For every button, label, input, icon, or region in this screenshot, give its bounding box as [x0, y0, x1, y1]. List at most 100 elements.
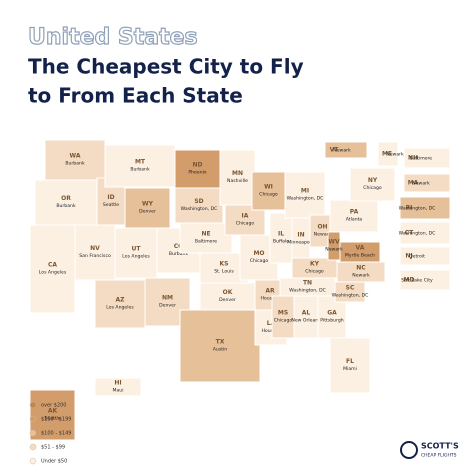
state-abbr: AR [265, 288, 275, 295]
state-abbr: IA [242, 213, 249, 220]
state [179, 222, 233, 254]
state-abbr: SD [194, 198, 203, 205]
state-abbr: IL [278, 231, 284, 238]
state-city: Baltimore [410, 156, 432, 162]
state-city: New Orleans [291, 318, 321, 324]
state-abbr: AK [48, 408, 58, 415]
state-city: St. Louis [214, 269, 234, 275]
state [44, 139, 106, 181]
state-abbr: NM [162, 295, 173, 302]
state-city: San Francisco [79, 253, 111, 259]
state-city: Washington, DC [287, 196, 324, 202]
state-abbr: NH [408, 155, 418, 162]
state-abbr: AZ [116, 297, 126, 304]
state-city: Pittsburgh [320, 318, 343, 324]
state-abbr: HI [114, 380, 121, 387]
state-abbr: NE [201, 231, 210, 238]
state [74, 224, 116, 281]
state-city: Los Angeles [122, 254, 150, 260]
state-city: Chicago [274, 318, 293, 324]
state [114, 227, 158, 279]
state-abbr: RI [406, 205, 413, 212]
logo-tagline: CHEAP FLIGHTS [421, 453, 457, 459]
legend-swatch [29, 401, 37, 409]
legend: over $200 $150 - $199 $100 - $149 $51 - $99… [29, 401, 71, 465]
state-city: Burbank [130, 167, 150, 173]
state [317, 295, 347, 339]
state-city: Chicago [250, 258, 269, 264]
state [29, 224, 76, 314]
state-abbr: MS [278, 310, 288, 317]
state-city: Minneapolis [287, 240, 315, 246]
state-abbr: ND [192, 162, 202, 169]
state-abbr: OK [223, 289, 233, 296]
state-abbr: LA [267, 320, 276, 327]
state-city: Newark [352, 273, 370, 279]
state-city: Seattle [103, 202, 119, 208]
state-abbr: VT [330, 147, 340, 154]
state-city: Chicago [305, 269, 324, 275]
state-city: Burbank [56, 203, 76, 209]
callout-box [324, 141, 368, 159]
state [269, 212, 293, 264]
state-city: Washington, DC [181, 206, 218, 212]
state-city: Burbank [169, 251, 189, 257]
state [179, 309, 261, 383]
state-city: Denver [219, 297, 236, 303]
state-city: Atlanta [346, 217, 363, 223]
title-line: to From Each State [28, 84, 243, 108]
state-abbr: NV [90, 245, 100, 252]
state-city: Denver [139, 209, 156, 215]
state [291, 217, 311, 261]
state-city: Newark [325, 247, 343, 253]
legend-label: over $200 [41, 403, 66, 409]
state-abbr: IN [297, 232, 304, 239]
state-abbr: CA [48, 262, 57, 269]
state-abbr: CO [174, 243, 184, 250]
state-city: Chicago [259, 192, 278, 198]
state-abbr: FL [346, 358, 354, 365]
state-abbr: CT [405, 230, 414, 237]
state [327, 231, 341, 261]
state-abbr: SC [346, 285, 355, 292]
legend-label: $150 - $199 [41, 417, 71, 423]
state-abbr: KS [220, 261, 229, 268]
state [293, 295, 319, 339]
state-abbr: PA [350, 209, 359, 216]
callout-box [403, 147, 451, 169]
state-city: Houston [260, 296, 279, 302]
state [174, 187, 224, 224]
state [329, 337, 371, 394]
state-abbr: VA [356, 245, 365, 252]
callout-box [399, 196, 451, 220]
state [199, 282, 256, 311]
state-abbr: TX [216, 339, 225, 346]
state-abbr: NY [368, 177, 378, 184]
legend-label: $100 - $149 [41, 431, 71, 437]
state [219, 149, 256, 206]
state-abbr: MO [253, 250, 264, 257]
state-abbr: NC [356, 265, 366, 272]
state-city: Washington, DC [332, 293, 369, 299]
state [174, 149, 221, 189]
callout-box [403, 173, 451, 193]
state-city: Chicago [363, 185, 382, 191]
state-city: Seattle [44, 416, 60, 422]
state-city: Burbank [65, 161, 85, 167]
legend-label: Under $50 [41, 459, 67, 465]
legend-swatch [29, 429, 37, 437]
legend-swatch [29, 457, 37, 465]
state [34, 179, 98, 226]
callout-box [377, 141, 399, 167]
state-city: Washington, DC [399, 231, 436, 237]
state-abbr: WI [264, 184, 273, 191]
state-abbr: MA [408, 180, 419, 187]
callout-box [399, 269, 451, 291]
state-city: Chicago [236, 221, 255, 227]
state-abbr: AL [302, 310, 311, 317]
state-abbr: MT [135, 159, 146, 166]
state-abbr: MN [232, 170, 243, 177]
state [329, 199, 379, 233]
